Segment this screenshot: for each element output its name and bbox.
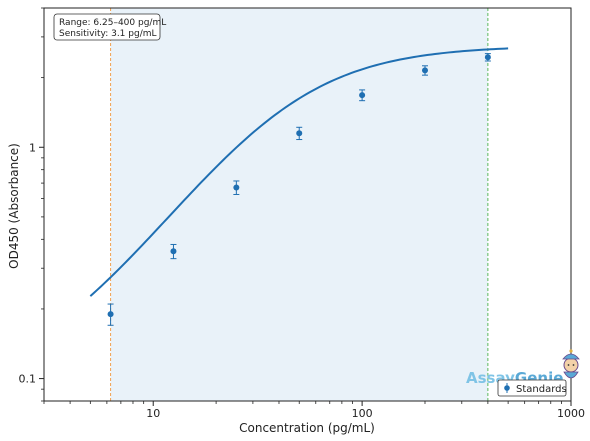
- x-tick-label: 1000: [557, 407, 585, 420]
- x-tick-label: 10: [146, 407, 160, 420]
- plot-frame: [43, 7, 572, 402]
- x-tick-label: 100: [352, 407, 373, 420]
- axes: 10 100 1000 0.1 1: [19, 7, 585, 420]
- data-point: [484, 54, 491, 61]
- assay-range-band: [110, 8, 488, 401]
- legend: Standards: [497, 379, 567, 397]
- data-point: [359, 92, 366, 99]
- legend-label: Standards: [516, 384, 567, 395]
- range-text: Range: 6.25–400 pg/mL: [59, 18, 166, 28]
- y-tick-label: 0.1: [19, 373, 37, 386]
- sensitivity-text: Sensitivity: 3.1 pg/mL: [59, 29, 157, 39]
- range-annotation: Range: 6.25–400 pg/mL Sensitivity: 3.1 p…: [53, 13, 166, 41]
- legend-marker: [504, 385, 510, 391]
- y-axis-label: OD450 (Absorbance): [7, 143, 21, 269]
- x-axis-label: Concentration (pg/mL): [239, 421, 375, 435]
- data-point: [107, 311, 114, 318]
- fit-curve: [89, 47, 509, 297]
- data-point: [170, 248, 177, 255]
- data-point: [233, 184, 240, 191]
- genie-mascot-icon: [562, 349, 580, 379]
- y-tick-label: 1: [29, 141, 36, 154]
- data-point: [296, 130, 303, 137]
- data-point: [421, 67, 428, 74]
- plot-area: [89, 8, 509, 401]
